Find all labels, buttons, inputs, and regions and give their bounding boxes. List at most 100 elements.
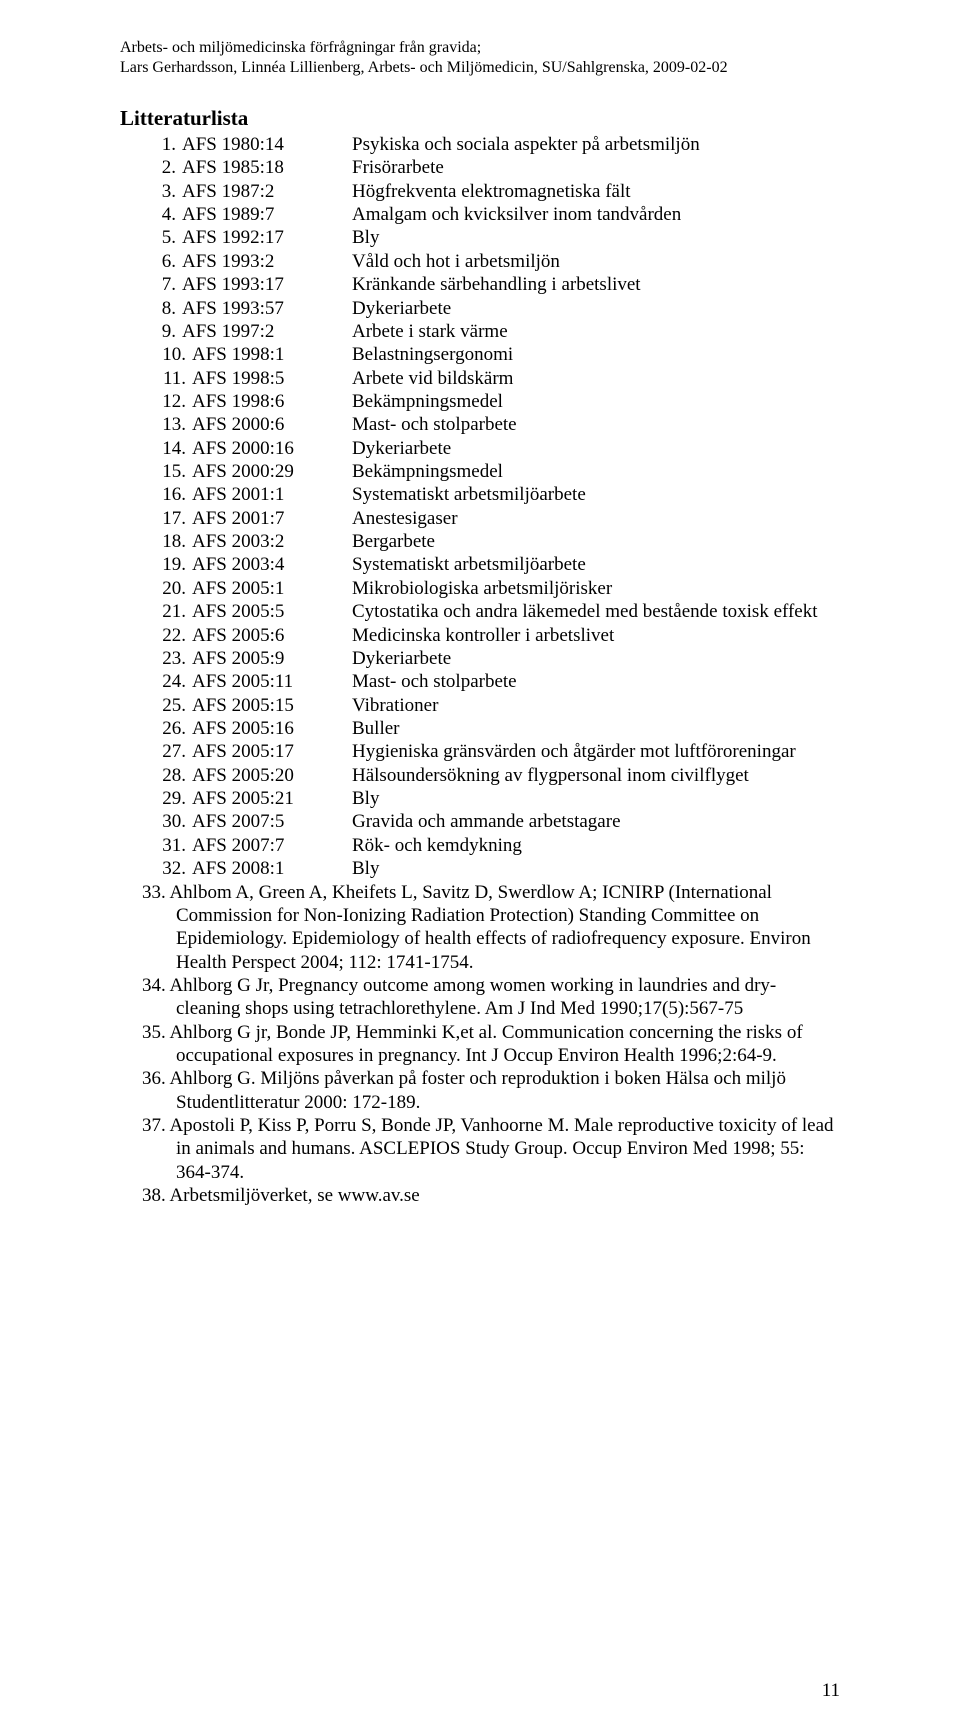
reference-number: 9. <box>120 320 176 343</box>
reference-description: Dykeriarbete <box>334 297 840 320</box>
reference-number: 15. <box>120 460 186 483</box>
reference-description: Mast- och stolparbete <box>344 670 840 693</box>
reference-description: Frisörarbete <box>334 156 840 179</box>
reference-item: 1.AFS 1980:14Psykiska och sociala aspekt… <box>120 133 840 156</box>
reference-item: 5.AFS 1992:17Bly <box>120 226 840 249</box>
reference-description: Bergarbete <box>344 530 840 553</box>
reference-description: Bly <box>344 857 840 880</box>
reference-description: Vibrationer <box>344 694 840 717</box>
reference-number: 3. <box>120 180 176 203</box>
reference-number: 21. <box>120 600 186 623</box>
reference-description: Bekämpningsmedel <box>344 460 840 483</box>
reference-number: 29. <box>120 787 186 810</box>
reference-number: 6. <box>120 250 176 273</box>
reference-item: 2.AFS 1985:18Frisörarbete <box>120 156 840 179</box>
reference-item: 3.AFS 1987:2Högfrekventa elektromagnetis… <box>120 180 840 203</box>
reference-description: Rök- och kemdykning <box>344 834 840 857</box>
reference-item: 10.AFS 1998:1Belastningsergonomi <box>120 343 840 366</box>
reference-description: Mast- och stolparbete <box>344 413 840 436</box>
reference-code: AFS 1998:6 <box>186 390 344 413</box>
reference-number: 34. <box>142 975 169 996</box>
reference-number: 18. <box>120 530 186 553</box>
reference-item: 11.AFS 1998:5Arbete vid bildskärm <box>120 367 840 390</box>
reference-text: Ahlborg G. Miljöns påverkan på foster oc… <box>169 1068 786 1112</box>
reference-code: AFS 2003:2 <box>186 530 344 553</box>
reference-number: 20. <box>120 577 186 600</box>
reference-text: Ahlbom A, Green A, Kheifets L, Savitz D,… <box>169 882 810 973</box>
reference-number: 27. <box>120 740 186 763</box>
header-line-1: Arbets- och miljömedicinska förfrågninga… <box>120 38 840 58</box>
reference-code: AFS 2005:17 <box>186 740 344 763</box>
reference-code: AFS 2007:5 <box>186 810 344 833</box>
reference-number: 16. <box>120 483 186 506</box>
reference-code: AFS 2007:7 <box>186 834 344 857</box>
reference-code: AFS 2005:16 <box>186 717 344 740</box>
reference-number: 5. <box>120 226 176 249</box>
reference-code: AFS 1993:17 <box>176 273 334 296</box>
reference-code: AFS 1987:2 <box>176 180 334 203</box>
reference-item: 18.AFS 2003:2Bergarbete <box>120 530 840 553</box>
reference-item: 22.AFS 2005:6Medicinska kontroller i arb… <box>120 624 840 647</box>
reference-description: Gravida och ammande arbetstagare <box>344 810 840 833</box>
reference-code: AFS 1980:14 <box>176 133 334 156</box>
reference-item: 23.AFS 2005:9Dykeriarbete <box>120 647 840 670</box>
reference-description: Våld och hot i arbetsmiljön <box>334 250 840 273</box>
reference-text: Ahlborg G jr, Bonde JP, Hemminki K,et al… <box>169 1022 802 1066</box>
reference-number: 8. <box>120 297 176 320</box>
reference-item: 33. Ahlbom A, Green A, Kheifets L, Savit… <box>120 881 840 974</box>
reference-item: 9.AFS 1997:2Arbete i stark värme <box>120 320 840 343</box>
reference-item: 14.AFS 2000:16Dykeriarbete <box>120 437 840 460</box>
reference-description: Bekämpningsmedel <box>344 390 840 413</box>
reference-description: Psykiska och sociala aspekter på arbetsm… <box>334 133 840 156</box>
reference-description: Amalgam och kvicksilver inom tandvården <box>334 203 840 226</box>
reference-number: 17. <box>120 507 186 530</box>
reference-description: Systematiskt arbetsmiljöarbete <box>344 483 840 506</box>
reference-number: 32. <box>120 857 186 880</box>
reference-number: 19. <box>120 553 186 576</box>
reference-code: AFS 2001:1 <box>186 483 344 506</box>
reference-number: 23. <box>120 647 186 670</box>
reference-description: Systematiskt arbetsmiljöarbete <box>344 553 840 576</box>
reference-code: AFS 2005:1 <box>186 577 344 600</box>
reference-text: Ahlborg G Jr, Pregnancy outcome among wo… <box>169 975 776 1019</box>
reference-item: 8.AFS 1993:57Dykeriarbete <box>120 297 840 320</box>
reference-description: Mikrobiologiska arbetsmiljörisker <box>344 577 840 600</box>
reference-item: 20.AFS 2005:1Mikrobiologiska arbetsmiljö… <box>120 577 840 600</box>
reference-number: 1. <box>120 133 176 156</box>
reference-description: Medicinska kontroller i arbetslivet <box>344 624 840 647</box>
reference-item: 32.AFS 2008:1Bly <box>120 857 840 880</box>
reference-item: 28.AFS 2005:20Hälsoundersökning av flygp… <box>120 764 840 787</box>
reference-code: AFS 2001:7 <box>186 507 344 530</box>
reference-code: AFS 1993:2 <box>176 250 334 273</box>
reference-item: 4.AFS 1989:7Amalgam och kvicksilver inom… <box>120 203 840 226</box>
document-page: Arbets- och miljömedicinska förfrågninga… <box>0 0 960 1736</box>
reference-code: AFS 1992:17 <box>176 226 334 249</box>
reference-code: AFS 1985:18 <box>176 156 334 179</box>
reference-description: Kränkande särbehandling i arbetslivet <box>334 273 840 296</box>
reference-number: 4. <box>120 203 176 226</box>
reference-description: Bly <box>334 226 840 249</box>
reference-code: AFS 2005:21 <box>186 787 344 810</box>
reference-description: Cytostatika och andra läkemedel med best… <box>344 600 840 623</box>
reference-code: AFS 1998:1 <box>186 343 344 366</box>
reference-item: 35. Ahlborg G jr, Bonde JP, Hemminki K,e… <box>120 1021 840 1068</box>
reference-code: AFS 2005:9 <box>186 647 344 670</box>
reference-item: 17.AFS 2001:7Anestesigaser <box>120 507 840 530</box>
reference-item: 15.AFS 2000:29Bekämpningsmedel <box>120 460 840 483</box>
reference-description: Högfrekventa elektromagnetiska fält <box>334 180 840 203</box>
reference-description: Anestesigaser <box>344 507 840 530</box>
reference-code: AFS 2005:11 <box>186 670 344 693</box>
reference-number: 10. <box>120 343 186 366</box>
reference-code: AFS 2005:5 <box>186 600 344 623</box>
reference-item: 34. Ahlborg G Jr, Pregnancy outcome amon… <box>120 974 840 1021</box>
reference-code: AFS 2005:20 <box>186 764 344 787</box>
reference-number: 28. <box>120 764 186 787</box>
reference-item: 21.AFS 2005:5Cytostatika och andra läkem… <box>120 600 840 623</box>
reference-code: AFS 2000:16 <box>186 437 344 460</box>
reference-description: Dykeriarbete <box>344 647 840 670</box>
reference-code: AFS 2005:6 <box>186 624 344 647</box>
reference-description: Bly <box>344 787 840 810</box>
reference-item: 12.AFS 1998:6Bekämpningsmedel <box>120 390 840 413</box>
reference-number: 7. <box>120 273 176 296</box>
reference-item: 31.AFS 2007:7Rök- och kemdykning <box>120 834 840 857</box>
